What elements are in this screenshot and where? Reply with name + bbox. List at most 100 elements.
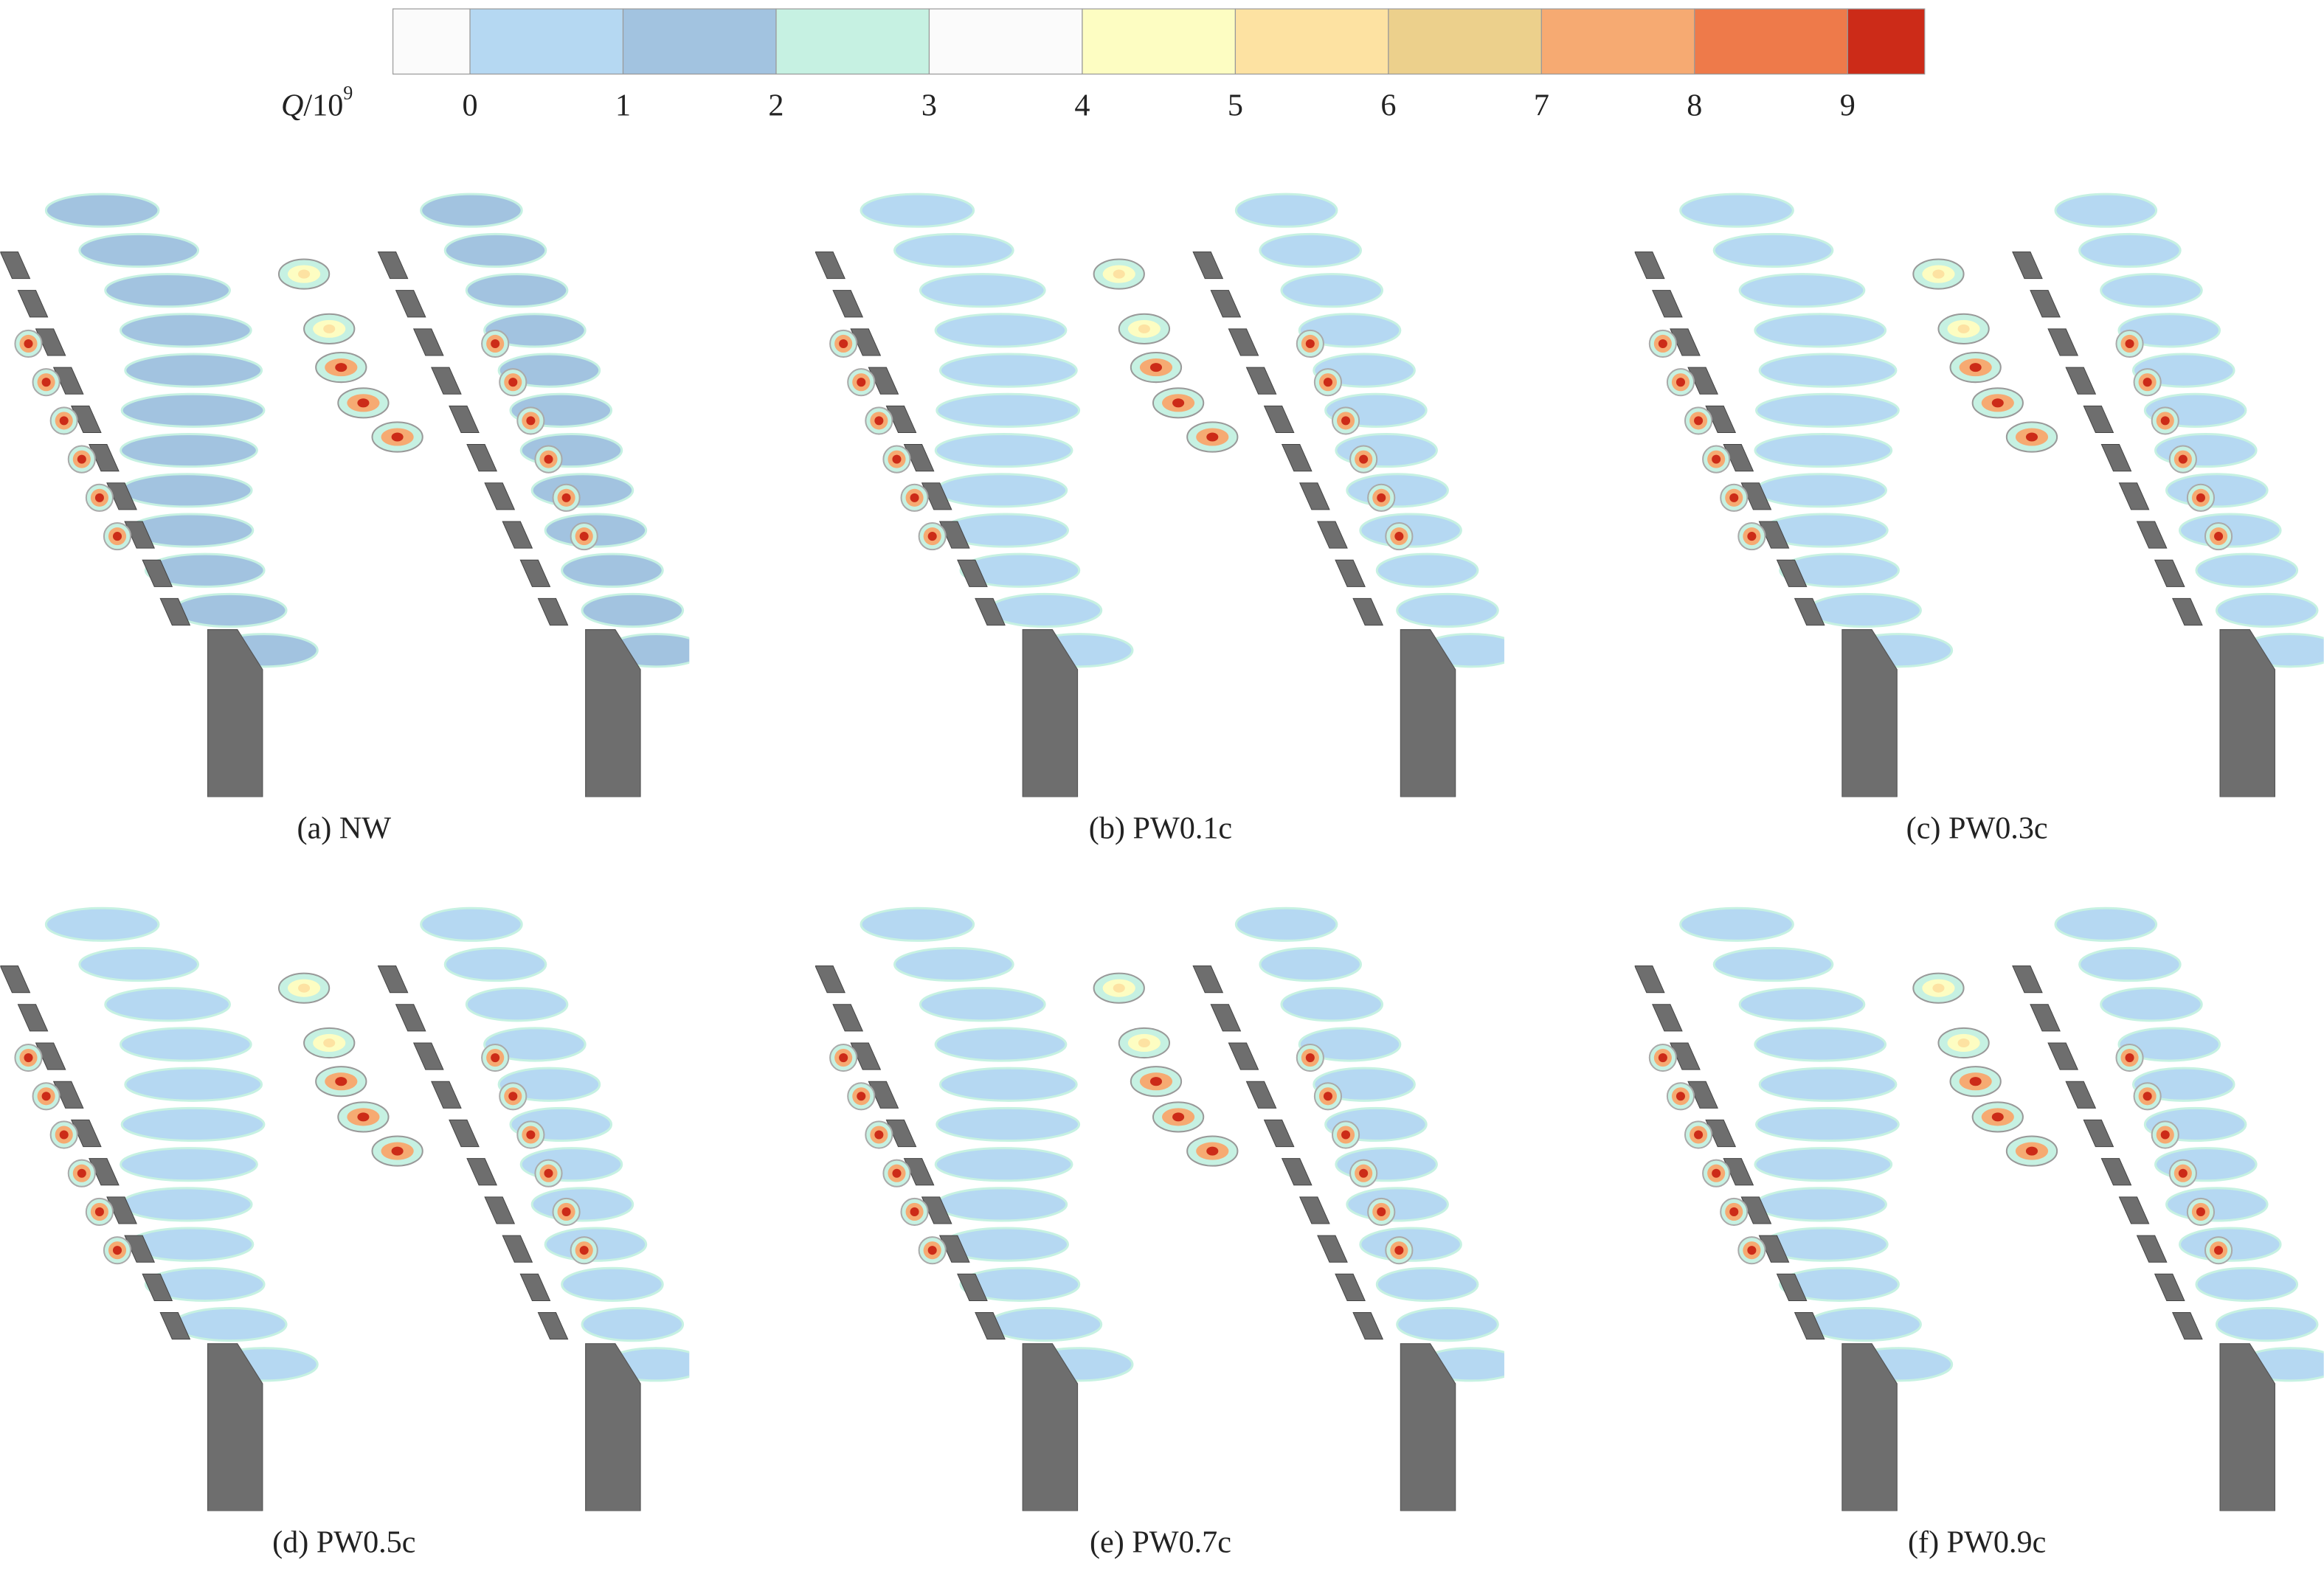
- vortex-region: [2215, 1306, 2319, 1342]
- vortex-core: [24, 339, 33, 348]
- vortex-region: [78, 946, 200, 982]
- blade-step: [815, 251, 845, 280]
- vortex-region: [144, 1266, 266, 1302]
- blade-step: [2047, 328, 2079, 356]
- vortex-region: [104, 273, 231, 308]
- blade-step: [17, 1004, 49, 1032]
- vortex-core: [927, 532, 937, 541]
- blade-step: [35, 328, 66, 356]
- vortex-core: [1138, 1038, 1150, 1048]
- vortex-core: [491, 339, 500, 348]
- vortex-core: [1323, 378, 1332, 387]
- vortex-core: [857, 378, 866, 387]
- colorbar-band: [928, 8, 1083, 75]
- vortex-core: [1323, 1092, 1332, 1101]
- vortex-region: [959, 1266, 1081, 1302]
- blade-step: [1652, 290, 1683, 318]
- vortex-core: [77, 1168, 86, 1178]
- colorbar-tick-label: 5: [1228, 88, 1243, 122]
- colorbar-tick-label: 9: [1840, 88, 1856, 122]
- blade-step: [1352, 597, 1384, 626]
- blade-step: [2065, 367, 2097, 395]
- blade-step: [1299, 482, 1330, 510]
- vortex-core: [2125, 1053, 2134, 1063]
- vortex-core: [1694, 416, 1704, 426]
- blade-step: [1758, 1235, 1790, 1263]
- vortex-core: [1747, 1246, 1757, 1255]
- vortex-region: [120, 473, 253, 508]
- vortex-core: [2025, 432, 2038, 442]
- colorbar-band: [1388, 8, 1542, 75]
- vortex-region: [935, 473, 1068, 508]
- blade-step: [89, 1158, 120, 1186]
- colorbar-tick-label: 7: [1534, 88, 1549, 122]
- blade: [1400, 1343, 1456, 1511]
- vortex-region: [1259, 232, 1362, 268]
- panel: [0, 193, 690, 797]
- vortex-core: [1675, 378, 1685, 387]
- blade-step: [815, 965, 845, 994]
- vortex-core: [1658, 1053, 1667, 1063]
- vortex-core: [1712, 454, 1721, 464]
- vortex-region: [124, 353, 263, 388]
- vortex-region: [530, 473, 634, 508]
- blade: [1022, 1343, 1079, 1511]
- vortex-core: [112, 1246, 122, 1255]
- panel-caption: (e) PW0.7c: [1090, 1525, 1231, 1560]
- blade-step: [1776, 559, 1808, 587]
- vortex-region: [1280, 273, 1384, 308]
- blade-step: [431, 367, 462, 395]
- blade-step: [1299, 1196, 1330, 1224]
- vortex-core: [335, 1077, 347, 1086]
- vortex-core: [910, 493, 919, 502]
- vortex-region: [1807, 592, 1922, 628]
- vortex-core: [1957, 1038, 1970, 1048]
- vortex-region: [420, 193, 523, 228]
- vortex-core: [2214, 1246, 2224, 1255]
- colorbar-tick-label: 0: [462, 88, 477, 122]
- blade-step: [1228, 328, 1259, 356]
- vortex-core: [391, 432, 404, 442]
- vortex-core: [927, 1246, 937, 1255]
- blade-step: [1335, 1273, 1366, 1301]
- vortex-region: [144, 552, 266, 588]
- blade-step: [1281, 444, 1313, 472]
- vortex-core: [1206, 1146, 1219, 1156]
- vortex-region: [120, 1106, 266, 1143]
- colorbar-band: [1234, 8, 1389, 75]
- vortex-core: [59, 1130, 69, 1140]
- blade: [1022, 629, 1079, 797]
- colorbar-band: [469, 8, 624, 75]
- panel: [815, 906, 1504, 1511]
- blade-step: [519, 559, 551, 587]
- blade-step: [850, 328, 882, 356]
- vortex-core: [1172, 1112, 1185, 1122]
- vortex-core: [1172, 398, 1185, 408]
- vortex-core: [2125, 339, 2134, 348]
- vortex-core: [1957, 324, 1970, 333]
- blade-step: [1723, 1158, 1754, 1186]
- vortex-core: [1991, 398, 2004, 408]
- vortex-core: [323, 1038, 336, 1048]
- blade-step: [412, 328, 444, 356]
- vortex-core: [1113, 269, 1125, 279]
- panel-caption: (d) PW0.5c: [272, 1525, 415, 1560]
- vortex-region: [124, 1067, 263, 1102]
- vortex-core: [1305, 339, 1315, 348]
- blade-step: [1634, 251, 1665, 280]
- blade: [2219, 629, 2275, 797]
- vortex-region: [860, 193, 975, 228]
- vortex-region: [1375, 552, 1479, 588]
- vortex-region: [1754, 432, 1893, 468]
- vortex-region: [530, 1187, 634, 1222]
- vortex-region: [1779, 1266, 1900, 1302]
- blade: [1841, 1343, 1898, 1511]
- vortex-core: [579, 1246, 589, 1255]
- panel: [1634, 193, 2324, 797]
- blade-step: [70, 405, 102, 433]
- vortex-core: [2196, 493, 2205, 502]
- blade-step: [2100, 444, 2132, 472]
- vortex-region: [1754, 1106, 1900, 1143]
- vortex-region: [119, 313, 252, 348]
- vortex-core: [1377, 493, 1386, 502]
